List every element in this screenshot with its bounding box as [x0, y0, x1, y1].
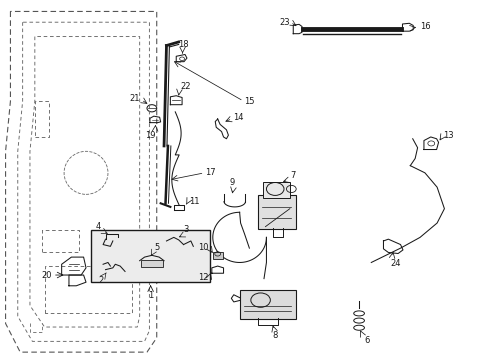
Bar [141, 260, 162, 267]
Text: 2: 2 [98, 276, 103, 285]
Text: 6: 6 [363, 336, 368, 345]
Text: 5: 5 [154, 243, 159, 252]
Text: 9: 9 [229, 178, 234, 187]
Text: 18: 18 [178, 40, 188, 49]
FancyBboxPatch shape [257, 195, 295, 229]
Text: 13: 13 [443, 131, 453, 140]
Text: 11: 11 [188, 197, 199, 206]
Text: 22: 22 [180, 82, 190, 91]
FancyBboxPatch shape [239, 290, 296, 319]
Text: 19: 19 [144, 131, 155, 140]
Text: 16: 16 [419, 22, 430, 31]
Text: 10: 10 [198, 243, 208, 252]
Text: 17: 17 [205, 168, 216, 177]
Text: 12: 12 [198, 273, 208, 282]
Text: 1: 1 [148, 291, 153, 300]
Bar [91, 230, 210, 282]
Text: 20: 20 [41, 270, 52, 279]
Text: 7: 7 [289, 171, 295, 180]
Text: 3: 3 [183, 225, 188, 234]
Text: 4: 4 [95, 222, 101, 231]
Text: 8: 8 [272, 331, 277, 340]
Text: 14: 14 [233, 113, 244, 122]
Text: 15: 15 [244, 96, 254, 105]
Bar [263, 182, 289, 198]
Text: 23: 23 [279, 18, 289, 27]
Bar [212, 252, 222, 259]
Text: 24: 24 [390, 259, 401, 268]
Text: 21: 21 [129, 94, 140, 103]
